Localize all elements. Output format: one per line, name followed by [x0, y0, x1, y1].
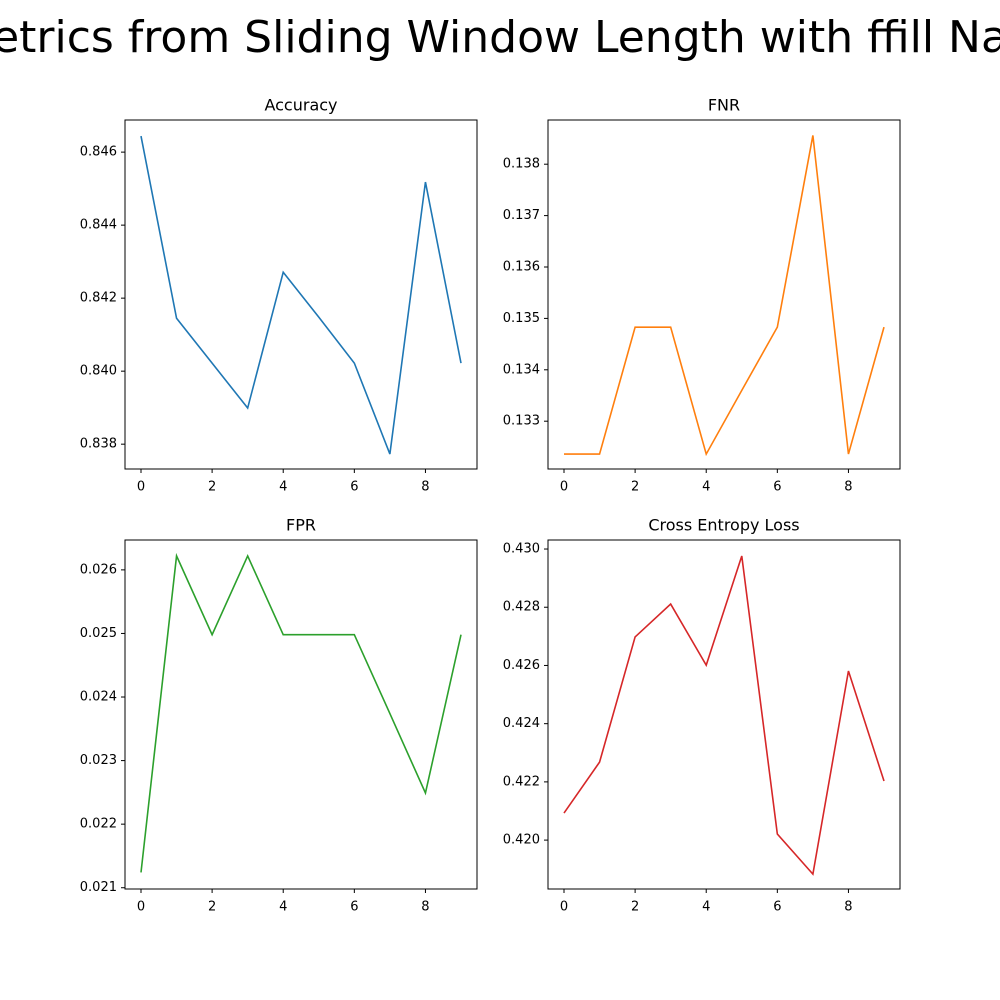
x-tick-label: 0 [137, 480, 145, 495]
x-tick-label: 4 [279, 900, 287, 915]
x-tick-label: 6 [773, 900, 781, 915]
y-tick-label: 0.842 [80, 291, 117, 306]
x-tick-label: 8 [421, 900, 429, 915]
y-tick-label: 0.026 [80, 562, 117, 577]
y-tick-label: 0.420 [503, 833, 540, 848]
subplot-title: Cross Entropy Loss [648, 516, 799, 535]
x-tick-label: 2 [208, 900, 216, 915]
subplot-title: Accuracy [264, 96, 337, 115]
y-tick-label: 0.424 [503, 716, 540, 731]
y-tick-label: 0.846 [80, 145, 117, 160]
y-tick-label: 0.133 [503, 414, 540, 429]
x-tick-label: 4 [279, 480, 287, 495]
x-tick-label: 4 [702, 480, 710, 495]
x-tick-label: 6 [350, 900, 358, 915]
y-tick-label: 0.426 [503, 658, 540, 673]
x-tick-label: 2 [631, 900, 639, 915]
x-tick-label: 6 [773, 480, 781, 495]
y-tick-label: 0.023 [80, 753, 117, 768]
x-tick-label: 2 [208, 480, 216, 495]
y-tick-label: 0.422 [503, 774, 540, 789]
x-tick-label: 0 [137, 900, 145, 915]
data-line [564, 135, 885, 457]
y-tick-label: 0.021 [80, 880, 117, 895]
y-tick-label: 0.138 [503, 157, 540, 172]
y-tick-label: 0.428 [503, 600, 540, 615]
y-tick-label: 0.430 [503, 542, 540, 557]
y-tick-label: 0.135 [503, 311, 540, 326]
x-tick-label: 0 [560, 900, 568, 915]
y-tick-label: 0.024 [80, 690, 117, 705]
axes-frame [124, 119, 478, 470]
axes-frame [124, 539, 478, 890]
data-line [563, 555, 885, 876]
y-tick-label: 0.134 [503, 362, 540, 377]
data-line [140, 135, 462, 455]
data-line [140, 552, 462, 873]
x-tick-label: 6 [350, 480, 358, 495]
y-tick-label: 0.838 [80, 437, 117, 452]
figure-title: etrics from Sliding Window Length with f… [0, 12, 1000, 63]
axes-frame [547, 539, 901, 890]
x-tick-label: 0 [560, 480, 568, 495]
y-tick-label: 0.136 [503, 260, 540, 275]
y-tick-label: 0.137 [503, 208, 540, 223]
x-tick-label: 8 [844, 480, 852, 495]
subplot-title: FNR [708, 96, 740, 115]
subplot-title: FPR [286, 516, 316, 535]
y-tick-label: 0.022 [80, 817, 117, 832]
x-tick-label: 8 [421, 480, 429, 495]
y-tick-label: 0.840 [80, 364, 117, 379]
x-tick-label: 8 [844, 900, 852, 915]
y-tick-label: 0.025 [80, 626, 117, 641]
x-tick-label: 4 [702, 900, 710, 915]
axes-frame [547, 119, 901, 470]
x-tick-label: 2 [631, 480, 639, 495]
y-tick-label: 0.844 [80, 218, 117, 233]
